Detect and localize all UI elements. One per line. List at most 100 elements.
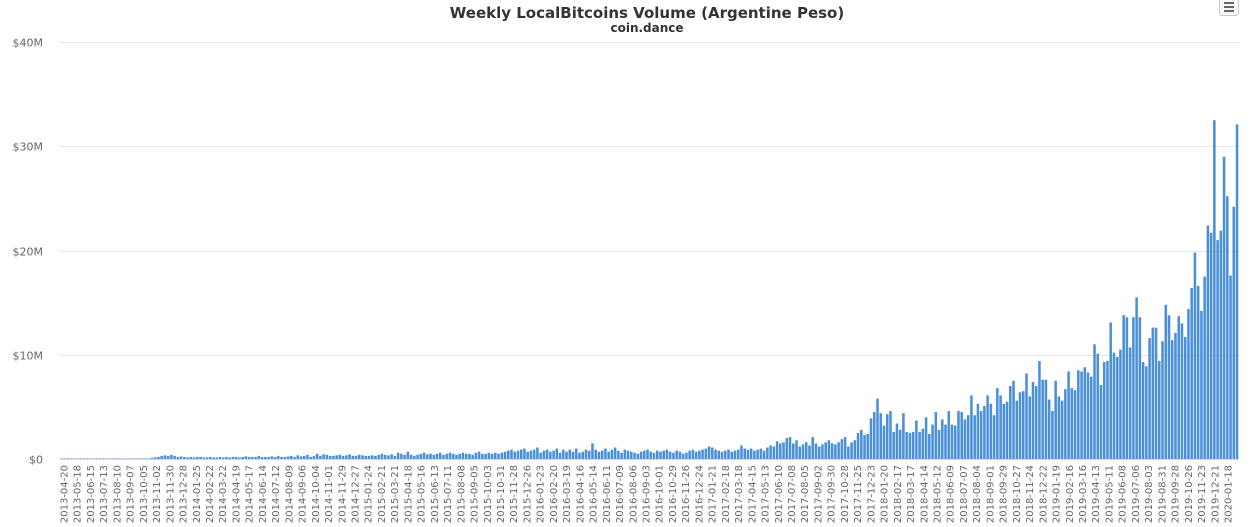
bar[interactable]	[445, 453, 448, 459]
bar[interactable]	[341, 455, 345, 459]
bar[interactable]	[244, 456, 248, 459]
bar[interactable]	[957, 411, 960, 460]
bar[interactable]	[150, 457, 154, 459]
bar[interactable]	[461, 452, 465, 459]
bar[interactable]	[937, 429, 941, 459]
bar[interactable]	[743, 448, 746, 459]
bar[interactable]	[759, 448, 763, 459]
bar[interactable]	[1203, 276, 1206, 459]
bar[interactable]	[273, 456, 277, 459]
bar[interactable]	[89, 458, 92, 459]
bar[interactable]	[847, 446, 850, 459]
bar[interactable]	[377, 454, 380, 459]
bar[interactable]	[821, 444, 824, 459]
bar[interactable]	[1115, 356, 1119, 459]
bar[interactable]	[772, 446, 776, 459]
bar[interactable]	[69, 458, 73, 459]
bar[interactable]	[879, 413, 883, 459]
bar[interactable]	[1002, 403, 1006, 459]
bar[interactable]	[915, 420, 918, 459]
bar[interactable]	[840, 439, 844, 459]
bar[interactable]	[332, 455, 335, 459]
bar[interactable]	[345, 455, 348, 459]
bar[interactable]	[1025, 373, 1028, 459]
bar[interactable]	[63, 458, 66, 459]
bar[interactable]	[872, 412, 876, 459]
bar[interactable]	[740, 445, 743, 459]
bar[interactable]	[1138, 317, 1142, 459]
bar[interactable]	[600, 450, 604, 459]
bar[interactable]	[1064, 389, 1067, 459]
bar[interactable]	[506, 450, 510, 459]
bar[interactable]	[95, 458, 99, 459]
bar[interactable]	[348, 454, 351, 459]
bar[interactable]	[749, 448, 753, 459]
bar[interactable]	[183, 456, 186, 459]
bar[interactable]	[1005, 401, 1009, 459]
bar[interactable]	[500, 452, 504, 459]
bar[interactable]	[837, 442, 840, 459]
bar[interactable]	[613, 447, 617, 459]
bar[interactable]	[1057, 396, 1061, 459]
bar[interactable]	[1041, 379, 1044, 459]
bar[interactable]	[144, 458, 147, 459]
bar[interactable]	[992, 415, 996, 459]
bar[interactable]	[895, 423, 899, 460]
bar[interactable]	[960, 412, 963, 459]
bar[interactable]	[283, 456, 287, 459]
bar[interactable]	[1031, 381, 1035, 459]
bar[interactable]	[623, 449, 627, 459]
bar[interactable]	[1167, 315, 1171, 459]
bar[interactable]	[584, 449, 588, 459]
bar[interactable]	[633, 452, 636, 459]
bar[interactable]	[494, 452, 497, 459]
bar[interactable]	[458, 453, 461, 459]
bar[interactable]	[827, 440, 831, 460]
bar[interactable]	[140, 458, 144, 459]
bar[interactable]	[147, 458, 150, 459]
bar[interactable]	[1161, 341, 1164, 459]
bar[interactable]	[698, 450, 701, 459]
bar[interactable]	[1102, 362, 1106, 459]
bar[interactable]	[419, 453, 423, 459]
bar[interactable]	[302, 455, 306, 459]
bar[interactable]	[526, 451, 529, 459]
bar[interactable]	[1235, 124, 1239, 460]
bar[interactable]	[931, 424, 934, 459]
bar[interactable]	[354, 455, 358, 459]
bar[interactable]	[843, 437, 847, 459]
bar[interactable]	[1073, 390, 1077, 459]
bar[interactable]	[597, 451, 601, 459]
bar[interactable]	[1109, 322, 1112, 459]
bar[interactable]	[98, 458, 102, 459]
bar[interactable]	[1083, 367, 1087, 459]
bar[interactable]	[1125, 317, 1129, 459]
bar[interactable]	[1200, 310, 1203, 459]
bar[interactable]	[238, 457, 241, 459]
bar[interactable]	[102, 458, 105, 459]
bar[interactable]	[66, 458, 70, 459]
bar[interactable]	[536, 447, 539, 459]
chart-menu-button[interactable]	[1219, 0, 1239, 16]
bar[interactable]	[762, 450, 766, 459]
bar[interactable]	[804, 442, 808, 459]
bar[interactable]	[941, 419, 944, 459]
bar[interactable]	[251, 456, 254, 459]
bar[interactable]	[474, 452, 478, 459]
bar[interactable]	[153, 457, 157, 459]
bar[interactable]	[620, 452, 623, 459]
bar[interactable]	[111, 458, 115, 459]
bar[interactable]	[652, 452, 656, 459]
bar[interactable]	[898, 429, 902, 459]
bar[interactable]	[1093, 344, 1096, 459]
bar[interactable]	[1018, 392, 1022, 459]
bar[interactable]	[481, 453, 484, 459]
bar[interactable]	[134, 458, 138, 459]
bar[interactable]	[724, 450, 727, 459]
bar[interactable]	[519, 449, 523, 459]
bar[interactable]	[714, 449, 717, 459]
bar[interactable]	[591, 443, 594, 459]
bar[interactable]	[979, 411, 983, 460]
bar[interactable]	[753, 450, 756, 459]
bar[interactable]	[594, 449, 597, 459]
